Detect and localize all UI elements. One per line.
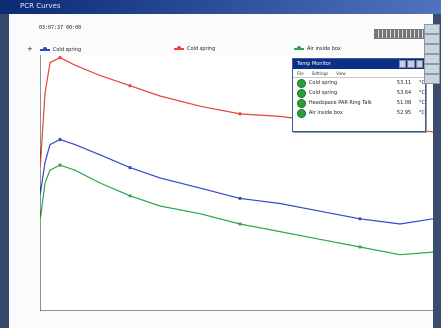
legend-item-blue: + Cold spring [27, 46, 81, 53]
popup-menu-file[interactable]: File [297, 70, 304, 76]
series-point [238, 112, 242, 116]
legend-label: Cold spring [187, 46, 216, 52]
toolbar-button[interactable] [424, 74, 440, 84]
popup-row-unit: °C [419, 80, 425, 86]
popup-row-unit: °C [419, 110, 425, 116]
popup-row[interactable]: Cold spring 53.11 °C [293, 78, 425, 88]
popup-row-value: 51.08 [396, 100, 412, 106]
popup-controls [399, 60, 423, 68]
popup-row-name: Cold spring [308, 80, 338, 86]
toolbar-button[interactable] [424, 54, 440, 64]
minimize-icon[interactable] [399, 60, 407, 68]
popup-row-name: Headspace PAR Ring Talk [308, 100, 372, 106]
plus-icon: + [27, 45, 33, 53]
series-point [58, 137, 62, 142]
popup-row-unit: °C [419, 100, 425, 106]
popup-row-value: 52.95 [396, 110, 412, 116]
legend-row: + Cold spring Cold spring Air inside box [9, 46, 433, 54]
popup-row-name: Cold spring [308, 90, 338, 96]
legend-item-red: Cold spring [174, 46, 215, 52]
legend-marker-icon [39, 46, 50, 51]
popup-menu-settings[interactable]: Settings [311, 70, 329, 76]
series-point [358, 245, 362, 249]
series-point [358, 217, 362, 221]
popup-row[interactable]: Air inside box 52.95 °C [293, 108, 425, 118]
legend-label: Air inside box [307, 46, 341, 52]
series-point [58, 163, 62, 167]
status-led-icon [297, 88, 306, 98]
series-line [40, 164, 433, 256]
toolbar-button[interactable] [424, 64, 440, 74]
legend-marker-icon [174, 46, 184, 50]
right-strip [433, 14, 441, 328]
toolbar-button[interactable] [424, 24, 440, 34]
series-point [238, 222, 242, 226]
legend-marker-icon [294, 46, 304, 50]
popup-row[interactable]: Headspace PAR Ring Talk 51.08 °C [293, 98, 425, 108]
legend-label: Cold spring [52, 46, 82, 53]
popup-row-value: 53.64 [396, 90, 412, 96]
popup-menu-view[interactable]: View [336, 70, 346, 76]
right-toolbar [424, 24, 440, 114]
series-point [128, 166, 132, 170]
popup-row-unit: °C [419, 90, 425, 96]
chart-window: 03:07:37 00:00 + Cold spring Cold spring… [9, 14, 434, 328]
close-icon[interactable] [415, 60, 423, 68]
series-point [238, 196, 242, 200]
left-strip [0, 14, 9, 328]
window-titlebar[interactable]: PCR Curves [0, 0, 441, 14]
series-point [128, 194, 132, 198]
toolbar-button[interactable] [424, 34, 440, 44]
series-line [40, 138, 433, 225]
popup-row-value: 53.11 [396, 80, 412, 86]
temp-monitor-popup[interactable]: Temp Monitor File Settings View Cold spr… [292, 58, 426, 132]
popup-row[interactable]: Cold spring 53.64 °C [293, 88, 425, 98]
popup-menu: File Settings View [293, 69, 425, 78]
header-time: 03:07:37 00:00 [39, 25, 82, 31]
popup-row-name: Air inside box [308, 110, 343, 116]
series-point [58, 56, 62, 60]
legend-item-green: Air inside box [294, 46, 341, 52]
toolbar-button[interactable] [424, 44, 440, 54]
status-led-icon [297, 78, 306, 88]
status-led-icon [297, 108, 306, 118]
window-title: PCR Curves [20, 2, 61, 10]
maximize-icon[interactable] [407, 60, 415, 68]
status-led-icon [297, 98, 306, 108]
popup-titlebar[interactable]: Temp Monitor [293, 59, 425, 69]
series-point [128, 84, 132, 88]
popup-title: Temp Monitor [297, 61, 331, 67]
